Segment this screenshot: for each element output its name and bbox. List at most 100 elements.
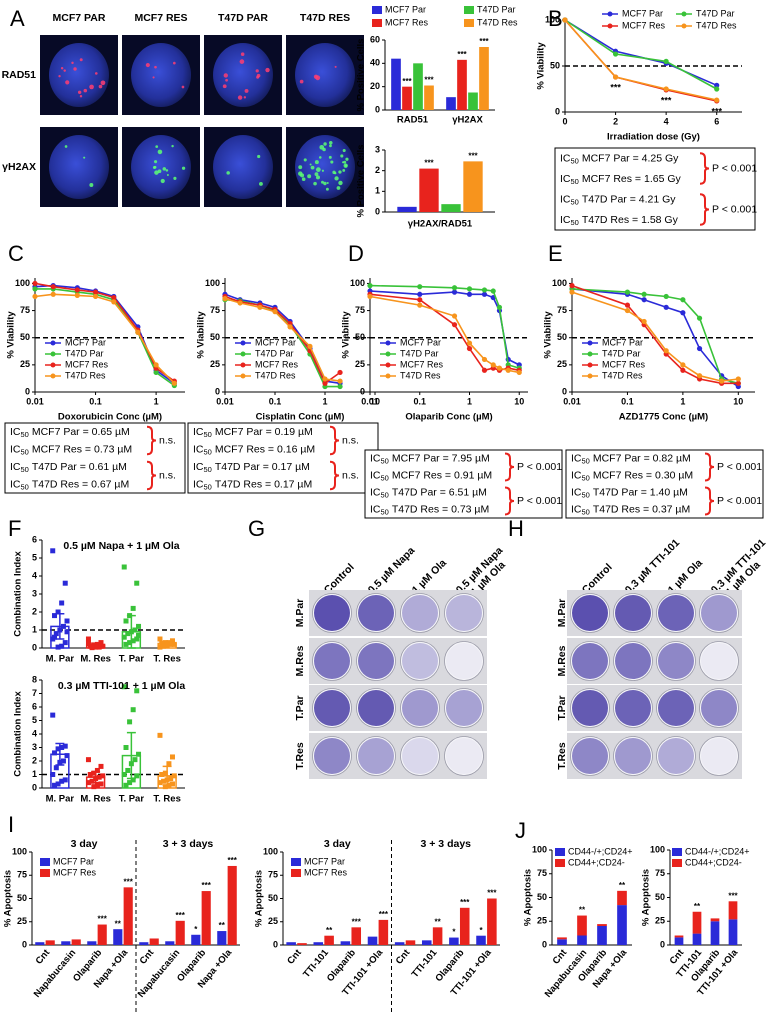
legend-label: T47D Par xyxy=(477,4,516,14)
image-row-label: γH2AX xyxy=(2,161,36,173)
focus xyxy=(83,156,86,159)
focus xyxy=(300,173,305,178)
bar xyxy=(597,926,607,945)
legend-swatch xyxy=(291,869,301,877)
significance-label: ** xyxy=(115,919,122,928)
ic50-symbol: IC xyxy=(571,469,582,481)
data-point xyxy=(53,765,59,771)
ic50-value: MCF7 Par = 0.82 µM xyxy=(593,452,691,464)
y-tick-label: 7 xyxy=(32,688,37,698)
series-line xyxy=(224,295,341,385)
colony-stain xyxy=(358,738,394,774)
significance-label: *** xyxy=(124,877,134,886)
ic50-value: T47D Par = 6.51 µM xyxy=(392,486,487,498)
significance-label: *** xyxy=(487,889,497,898)
ic50-line: IC50 MCF7 Par = 0.65 µM xyxy=(10,426,130,439)
data-point xyxy=(128,761,134,767)
focus xyxy=(153,160,158,164)
data-point xyxy=(52,613,58,619)
bar xyxy=(577,915,587,936)
y-axis-label: % Apoptosis xyxy=(641,869,652,926)
colony-stain xyxy=(701,595,737,631)
panel-label: E xyxy=(548,241,563,266)
data-point xyxy=(490,288,496,294)
focus xyxy=(323,142,327,146)
y-tick-label: 6 xyxy=(32,534,37,544)
y-tick-label: 50 xyxy=(17,893,27,903)
data-point xyxy=(128,629,134,635)
data-point xyxy=(92,289,99,295)
ic50-line: IC50 T47D Res = 0.17 µM xyxy=(193,478,312,491)
data-point xyxy=(125,767,131,773)
bar xyxy=(432,927,443,945)
data-point xyxy=(111,299,117,305)
data-point xyxy=(417,297,423,303)
focus xyxy=(152,165,156,169)
y-tick-label: 25 xyxy=(557,359,567,369)
bar xyxy=(710,921,720,945)
data-point xyxy=(680,367,686,373)
y-tick-label: 75 xyxy=(17,870,27,880)
ic50-symbol: IC xyxy=(560,214,571,226)
panel-label: J xyxy=(515,818,526,843)
ic50-symbol: IC xyxy=(193,426,204,438)
bar xyxy=(728,919,738,945)
focus xyxy=(154,65,157,69)
data-point xyxy=(85,636,91,642)
image-column-label: MCF7 PAR xyxy=(53,12,106,24)
significance-label: ** xyxy=(694,902,701,911)
data-point xyxy=(125,631,131,637)
x-tick-label: 1 xyxy=(322,396,327,406)
data-point xyxy=(171,773,177,779)
x-tick-label: 10 xyxy=(733,396,743,406)
y-tick-label: 75 xyxy=(557,305,567,315)
y-axis-label: % Positive Cells xyxy=(356,145,367,218)
x-axis-label: Doxorubicin Conc (µM) xyxy=(58,412,162,423)
focus xyxy=(314,160,319,165)
focus xyxy=(319,144,325,150)
significance-label: *** xyxy=(176,911,186,920)
nucleus xyxy=(213,135,273,199)
data-point xyxy=(85,757,91,763)
colony-stain xyxy=(701,738,737,774)
y-tick-label: 0 xyxy=(360,386,365,396)
significance-label: *** xyxy=(379,910,389,919)
data-point xyxy=(663,293,669,300)
y-axis-label: % Viability xyxy=(341,311,352,359)
stat-label: P < 0.001 xyxy=(717,495,762,507)
data-point xyxy=(134,773,140,779)
data-point xyxy=(337,383,343,390)
y-tick-label: 75 xyxy=(355,305,365,315)
bar xyxy=(286,942,296,945)
bar xyxy=(397,206,417,212)
data-point xyxy=(624,307,631,314)
significance-label: *** xyxy=(352,917,362,926)
focus xyxy=(323,181,327,186)
ic50-line: IC50 T47D Res = 0.73 µM xyxy=(370,503,489,516)
colony-stain xyxy=(572,643,608,679)
legend-label: T47D Par xyxy=(400,348,439,358)
focus xyxy=(321,180,324,184)
data-point xyxy=(417,284,423,290)
focus xyxy=(100,80,106,86)
data-point xyxy=(417,291,423,297)
focus xyxy=(154,170,159,175)
data-point xyxy=(663,86,669,92)
y-tick-label: 75 xyxy=(210,305,220,315)
y-tick-label: 0 xyxy=(273,939,278,949)
focus xyxy=(334,65,337,68)
y-tick-label: 3 xyxy=(375,144,380,154)
panel-label: H xyxy=(508,516,524,541)
y-tick-label: 75 xyxy=(655,868,665,878)
focus xyxy=(342,148,346,153)
ic50-subscript: 50 xyxy=(21,430,29,439)
data-point xyxy=(87,772,93,777)
significance-label: *** xyxy=(98,915,108,924)
data-point xyxy=(93,776,99,782)
bar xyxy=(457,59,467,110)
data-point xyxy=(136,632,142,638)
ic50-subscript: 50 xyxy=(571,218,579,227)
y-tick-label: 75 xyxy=(268,870,278,880)
data-point xyxy=(162,640,168,646)
y-tick-label: 2 xyxy=(32,755,37,765)
